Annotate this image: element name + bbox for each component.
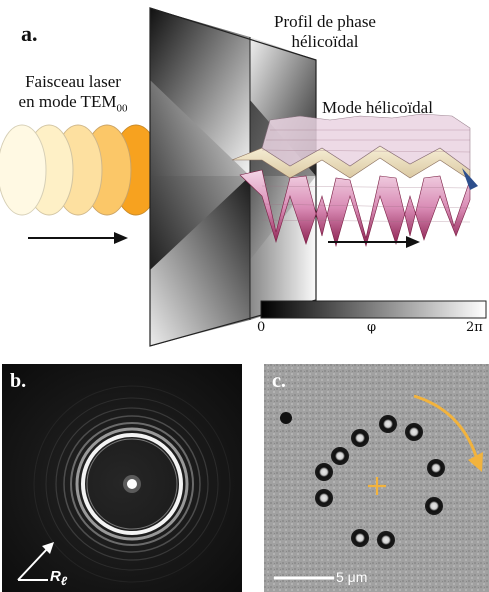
center-marker bbox=[368, 477, 386, 495]
input-beam-caption-mode: en mode TEM bbox=[18, 92, 117, 111]
phase-profile-caption: Profil de phase hélicoïdal bbox=[250, 12, 400, 52]
panel-a-label: a. bbox=[21, 21, 38, 46]
input-beam-caption-line2: en mode TEM00 bbox=[0, 92, 146, 118]
scale-bar-label: 5 μm bbox=[336, 569, 368, 585]
input-beam-arrow bbox=[28, 232, 128, 244]
trapped-beads bbox=[280, 412, 445, 549]
phase-profile-caption-line2: hélicoïdal bbox=[291, 32, 359, 51]
colorbar-mid-label: φ bbox=[367, 320, 377, 335]
spiral-phase-plate bbox=[149, 7, 317, 347]
phase-profile-caption-line1: Profil de phase bbox=[274, 12, 376, 31]
input-beam-caption-subscript: 00 bbox=[116, 102, 128, 115]
radius-arrow-icon bbox=[17, 542, 54, 581]
colorbar-max-label: 2π bbox=[466, 320, 483, 335]
input-beam-caption: Faisceau laser en mode TEM00 bbox=[0, 72, 146, 118]
input-beam-pulses bbox=[0, 124, 161, 216]
panel-c-label: c. bbox=[272, 370, 286, 392]
radius-label-symbol: R bbox=[50, 568, 61, 585]
phase-colorbar bbox=[260, 300, 487, 319]
panel-c-image: c. 5 μm bbox=[264, 364, 489, 592]
helical-mode-caption: Mode hélicoïdal bbox=[322, 98, 433, 117]
panel-a-illustration bbox=[0, 7, 487, 347]
colorbar-min-label: 0 bbox=[257, 320, 266, 335]
trapped-particles-image bbox=[264, 364, 489, 592]
rotation-arrow bbox=[413, 394, 483, 472]
panel-b-label: b. bbox=[10, 370, 27, 392]
helical-mode-surface bbox=[231, 113, 478, 248]
input-beam-caption-line1: Faisceau laser bbox=[25, 72, 121, 91]
panel-b-image: b. Rℓ bbox=[2, 364, 242, 592]
output-beam-arrow bbox=[328, 236, 420, 248]
radius-label: Rℓ bbox=[50, 568, 67, 588]
radius-label-subscript: ℓ bbox=[60, 574, 68, 588]
